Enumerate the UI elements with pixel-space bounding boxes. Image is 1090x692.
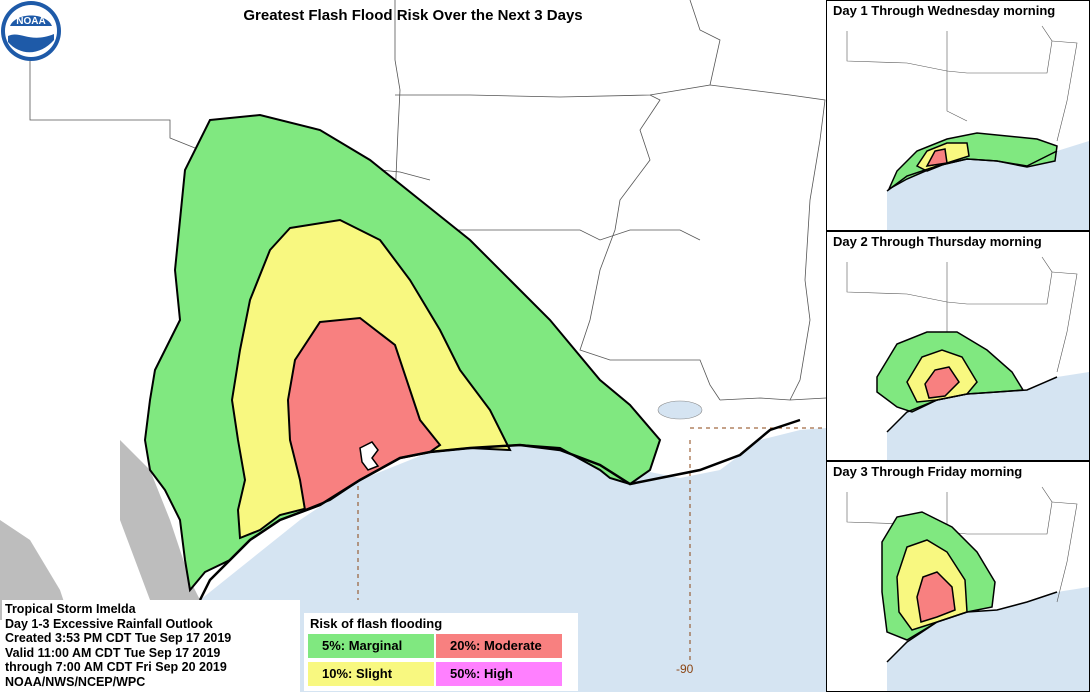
mexico-west (0, 520, 70, 620)
inset-day1-map (846, 25, 1089, 230)
main-map: Greatest Flash Flood Risk Over the Next … (0, 0, 826, 692)
valid-end: through 7:00 AM CDT Fri Sep 20 2019 (5, 660, 227, 675)
legend-marginal: 5%: Marginal (308, 634, 434, 658)
graticule (357, 427, 826, 660)
inset-day1-title: Day 1 Through Wednesday morning (833, 3, 1056, 18)
inset-day2-moderate (924, 366, 960, 399)
inset-day2: Day 2 Through Thursday morning (826, 231, 1090, 461)
lake-pontchartrain (657, 400, 703, 420)
valid-start: Valid 11:00 AM CDT Tue Sep 17 2019 (5, 645, 221, 660)
outlook-name: Day 1-3 Excessive Rainfall Outlook (5, 616, 213, 631)
legend-high: 50%: High (436, 662, 562, 686)
legend-title: Risk of flash flooding (310, 616, 443, 631)
inset-day3-moderate (916, 571, 956, 623)
noaa-logo-icon: NOAA (1, 1, 61, 61)
longitude-label: -90 (676, 662, 694, 676)
inset-day1-moderate (925, 148, 948, 167)
inset-day2-map (846, 256, 1089, 460)
main-title: Greatest Flash Flood Risk Over the Next … (243, 7, 583, 24)
galveston-bay (359, 441, 380, 471)
legend-moderate: 20%: Moderate (436, 634, 562, 658)
inset-day3: Day 3 Through Friday morning (826, 461, 1090, 692)
noaa-logo-text: NOAA (16, 16, 45, 27)
texas-coastline (198, 418, 801, 601)
outlook-info-box: Tropical Storm Imelda Day 1-3 Excessive … (2, 600, 300, 692)
inset-day3-map (846, 486, 1089, 691)
mexico-south (120, 440, 200, 600)
legend-slight: 10%: Slight (308, 662, 434, 686)
inset-day3-title: Day 3 Through Friday morning (833, 464, 1023, 479)
main-map-svg (0, 0, 826, 692)
created-time: Created 3:53 PM CDT Tue Sep 17 2019 (5, 631, 232, 646)
storm-name: Tropical Storm Imelda (5, 602, 136, 616)
legend: Risk of flash flooding 5%: Marginal 20%:… (304, 613, 578, 691)
inset-day1: Day 1 Through Wednesday morning (826, 0, 1090, 231)
inset-day2-title: Day 2 Through Thursday morning (833, 234, 1042, 249)
issuer: NOAA/NWS/NCEP/WPC (5, 674, 146, 689)
